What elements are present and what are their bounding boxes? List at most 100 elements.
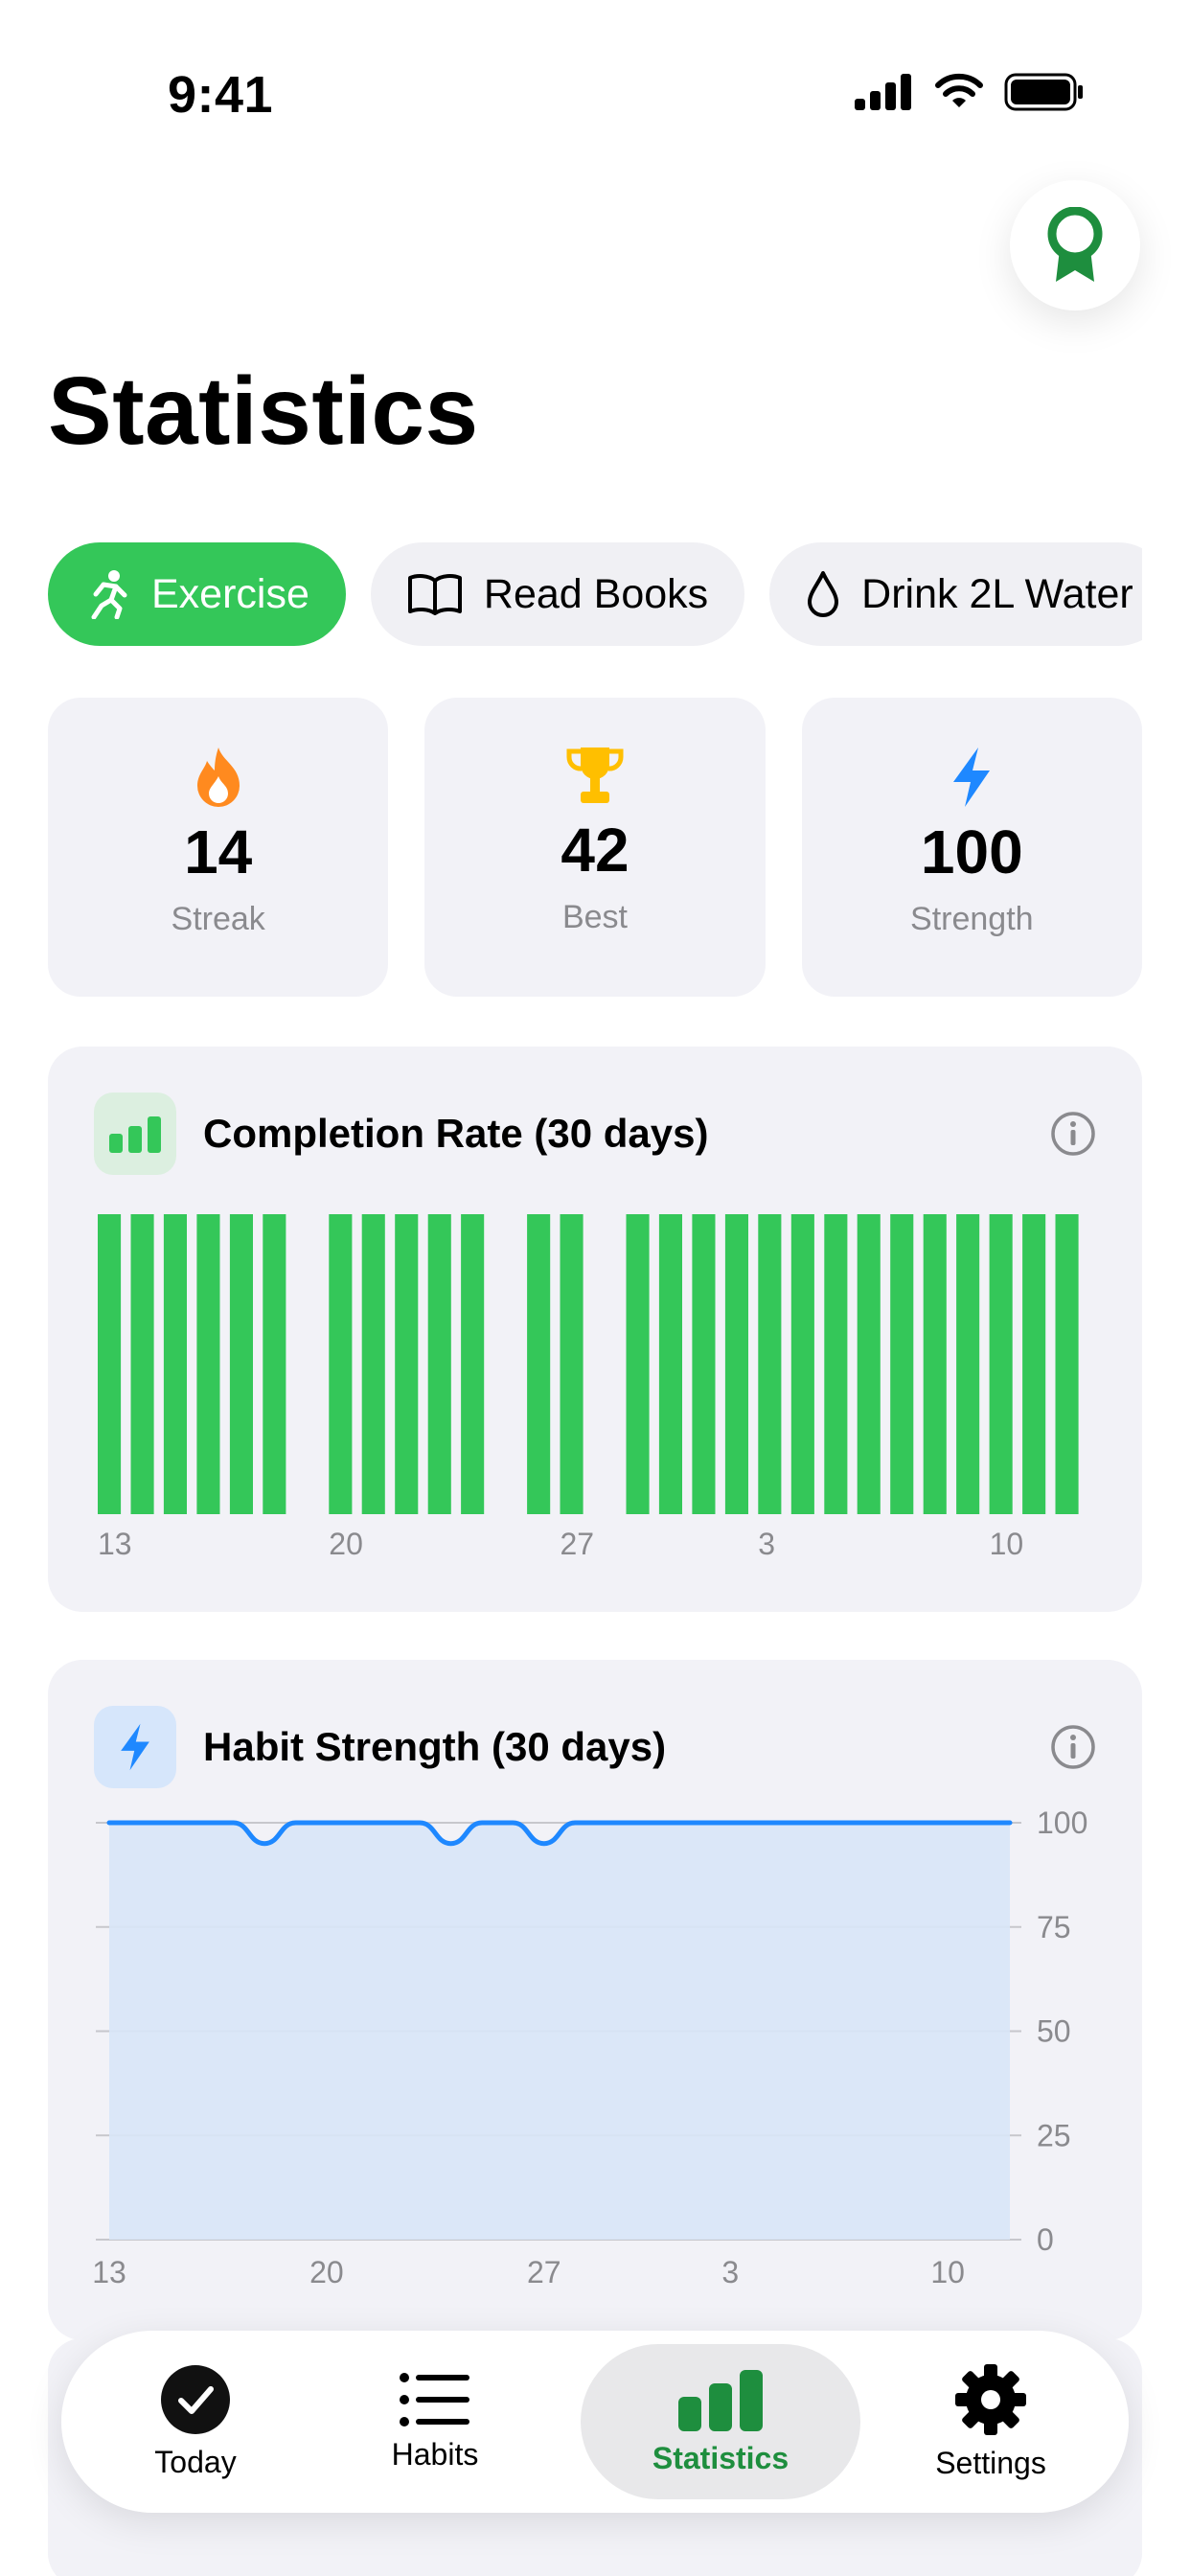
x-tick-label: 27 xyxy=(527,2255,561,2289)
completion-bar xyxy=(461,1214,485,1514)
stat-label: Best xyxy=(561,899,629,935)
status-icons xyxy=(855,73,1085,111)
stat-card-streak: 14 Streak xyxy=(48,698,389,997)
stat-label: Streak xyxy=(171,901,265,937)
completion-bar xyxy=(1022,1214,1046,1514)
card-title: Completion Rate (30 days) xyxy=(203,1111,709,1156)
completion-bar xyxy=(229,1214,253,1514)
completion-bar xyxy=(658,1214,682,1514)
completion-bar xyxy=(130,1214,154,1514)
x-tick-label: 10 xyxy=(930,2255,965,2289)
x-tick-label: 13 xyxy=(98,1527,132,1561)
achievements-button[interactable] xyxy=(1010,180,1140,310)
completion-bar xyxy=(329,1214,353,1514)
stats-row: 14 Streak 42 Best 100 Strength xyxy=(48,698,1142,997)
x-tick-label: 20 xyxy=(309,2255,344,2289)
habit-strength-area-chart: 100 75 50 25 0 13 20 27 3 10 xyxy=(92,1806,1087,2289)
completion-bar-chart: 13 20 27 3 10 xyxy=(98,1214,1079,1561)
completion-bar xyxy=(263,1214,286,1514)
tab-bar: Today Habits Statistics xyxy=(61,2331,1129,2513)
completion-bar xyxy=(196,1214,220,1514)
list-icon xyxy=(400,2372,469,2426)
tab-habits[interactable]: Habits xyxy=(330,2344,540,2499)
x-tick-label: 20 xyxy=(329,1527,363,1561)
y-tick-label: 100 xyxy=(1037,1806,1087,1840)
habit-selector: Exercise Read Books Drink 2L Water xyxy=(48,542,1142,648)
completion-bar xyxy=(1055,1214,1079,1514)
flame-icon xyxy=(196,748,240,807)
completion-bar xyxy=(857,1214,881,1514)
bolt-icon xyxy=(121,1723,149,1771)
tab-label: Today xyxy=(154,2444,237,2479)
completion-bar xyxy=(361,1214,385,1514)
habit-chip-label: Read Books xyxy=(483,570,709,617)
stat-card-strength: 100 Strength xyxy=(801,698,1142,997)
habit-chip-exercise[interactable]: Exercise xyxy=(48,542,346,646)
completion-bar xyxy=(427,1214,451,1514)
completion-bar xyxy=(163,1214,187,1514)
gear-icon xyxy=(955,2363,1026,2435)
completion-bar xyxy=(824,1214,848,1514)
x-tick-label: 3 xyxy=(721,2255,739,2289)
completion-bar xyxy=(923,1214,947,1514)
x-tick-label: 10 xyxy=(990,1527,1024,1561)
y-tick-label: 75 xyxy=(1037,1910,1071,1944)
x-tick-label: 13 xyxy=(92,2255,126,2289)
card-icon-badge xyxy=(94,1092,176,1175)
card-header: Completion Rate (30 days) xyxy=(94,1092,1096,1175)
tab-today[interactable]: Today xyxy=(80,2344,310,2499)
stat-value: 100 xyxy=(920,817,1023,886)
info-icon[interactable] xyxy=(1050,1111,1096,1157)
tab-label: Settings xyxy=(935,2445,1046,2480)
completion-bar xyxy=(724,1214,748,1514)
habit-chip-label: Drink 2L Water xyxy=(861,570,1133,617)
water-drop-icon xyxy=(808,571,839,617)
completion-bar xyxy=(98,1214,122,1514)
completion-bar xyxy=(527,1214,551,1514)
stat-value: 42 xyxy=(561,816,629,885)
bar-chart-icon xyxy=(678,2369,763,2431)
cellular-signal-icon xyxy=(855,74,911,110)
battery-icon xyxy=(1004,73,1083,111)
page-title: Statistics xyxy=(48,357,479,465)
status-bar: 9:41 xyxy=(0,0,1190,192)
completion-bar xyxy=(890,1214,914,1514)
tab-label: Statistics xyxy=(652,2440,790,2475)
checkmark-circle-icon xyxy=(161,2364,230,2434)
x-tick-label: 27 xyxy=(561,1527,595,1561)
completion-bar xyxy=(626,1214,650,1514)
y-tick-label: 50 xyxy=(1037,2014,1071,2049)
completion-bar xyxy=(692,1214,716,1514)
habit-chip-drink-water[interactable]: Drink 2L Water xyxy=(769,542,1142,646)
card-icon-badge xyxy=(94,1706,176,1788)
tab-label: Habits xyxy=(391,2436,479,2472)
completion-bar xyxy=(790,1214,814,1514)
tab-settings[interactable]: Settings xyxy=(876,2344,1106,2499)
info-icon[interactable] xyxy=(1050,1724,1096,1770)
open-book-icon xyxy=(407,574,462,615)
completion-bar xyxy=(395,1214,419,1514)
card-header: Habit Strength (30 days) xyxy=(94,1706,1096,1788)
stat-label: Strength xyxy=(910,901,1034,937)
stat-card-best: 42 Best xyxy=(424,698,766,997)
wifi-icon xyxy=(935,73,983,107)
strength-area-fill xyxy=(109,1823,1010,2240)
strength-line xyxy=(106,1820,1013,1847)
trophy-icon xyxy=(566,748,624,803)
y-tick-label: 25 xyxy=(1037,2118,1071,2152)
completion-bar xyxy=(758,1214,782,1514)
running-figure-icon xyxy=(91,570,127,619)
completion-bar xyxy=(560,1214,584,1514)
bar-chart-icon xyxy=(109,1116,161,1153)
y-tick-label: 0 xyxy=(1037,2222,1054,2257)
stat-value: 14 xyxy=(184,817,253,886)
habit-chip-label: Exercise xyxy=(151,570,309,617)
completion-bar xyxy=(989,1214,1013,1514)
completion-bar xyxy=(956,1214,980,1514)
completion-rate-card: Completion Rate (30 days) 13 20 27 3 10 xyxy=(48,1046,1142,1612)
card-title: Habit Strength (30 days) xyxy=(203,1724,667,1769)
habit-chip-read-books[interactable]: Read Books xyxy=(370,542,745,646)
habit-strength-card: Habit Strength (30 days) 100 75 50 25 0 13 20 2… xyxy=(48,1660,1142,2340)
tab-statistics[interactable]: Statistics xyxy=(581,2344,860,2499)
status-time: 9:41 xyxy=(168,66,274,124)
